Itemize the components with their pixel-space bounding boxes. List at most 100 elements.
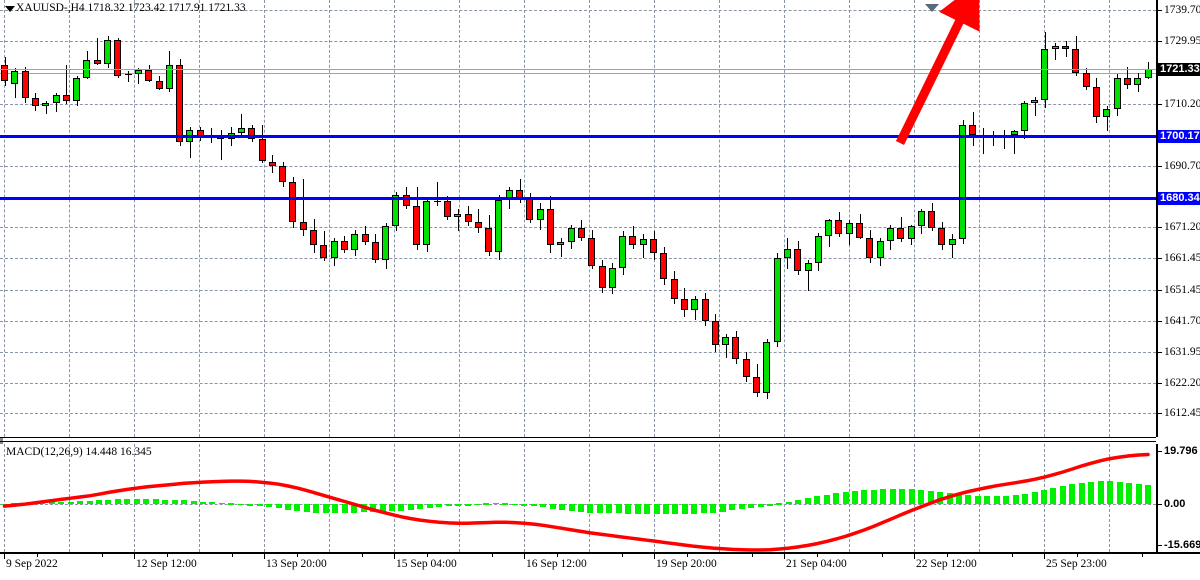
candle-body xyxy=(1082,72,1090,88)
macd-bar xyxy=(474,503,481,506)
macd-bar xyxy=(190,500,197,505)
candle-body xyxy=(42,102,50,107)
candle-body xyxy=(886,228,894,241)
candle-body xyxy=(907,226,915,240)
time-axis-label: 9 Sep 2022 xyxy=(6,558,58,570)
candle-body xyxy=(340,240,348,251)
candle-body xyxy=(464,213,472,222)
time-axis[interactable]: 9 Sep 2022 12 Sep 12:00 13 Sep 20:00 15 Sep… xyxy=(0,554,1200,580)
macd-bar xyxy=(615,504,622,514)
chart-object-marker-icon[interactable] xyxy=(925,4,939,12)
candle-wick xyxy=(726,334,727,358)
candle-body xyxy=(1113,77,1121,110)
macd-bar xyxy=(587,504,594,513)
price-axis-label: 1671.20 xyxy=(1164,221,1200,234)
macd-bar xyxy=(1126,482,1133,505)
macd-bar xyxy=(955,494,962,505)
candle-body xyxy=(526,197,534,221)
macd-bar xyxy=(133,499,140,505)
time-gridline xyxy=(524,0,525,437)
candle-wick xyxy=(1055,42,1056,61)
candle-body xyxy=(629,235,637,246)
macd-bar xyxy=(483,503,490,505)
candle-body xyxy=(423,201,431,246)
chevron-down-icon[interactable] xyxy=(5,6,15,12)
pane-separator-bottom xyxy=(0,441,1156,442)
macd-axis[interactable]: 19.796 0.00 -15.669 xyxy=(1156,444,1200,552)
macd-gridline xyxy=(589,444,590,552)
candle-body xyxy=(1031,99,1039,103)
macd-bar xyxy=(124,499,131,505)
macd-bar xyxy=(946,493,953,505)
macd-pane[interactable] xyxy=(0,444,1156,552)
macd-bar xyxy=(577,504,584,512)
candle-body xyxy=(722,337,730,346)
level-price-tag[interactable]: 1700.17 xyxy=(1158,129,1200,143)
macd-bar xyxy=(351,504,358,513)
time-tick-minor xyxy=(816,554,818,557)
candle-body xyxy=(237,128,245,133)
candle-wick xyxy=(952,234,953,259)
time-axis-label: 15 Sep 04:00 xyxy=(396,558,457,570)
macd-gridline xyxy=(849,444,850,552)
time-tick xyxy=(4,554,5,559)
time-tick-minor xyxy=(426,554,428,557)
time-tick-minor xyxy=(491,554,493,557)
time-tick-minor xyxy=(1011,554,1013,557)
macd-bar xyxy=(785,501,792,505)
candle-body xyxy=(104,39,112,64)
price-chart-pane[interactable] xyxy=(0,0,1156,437)
candle-wick xyxy=(56,93,57,113)
candle-wick xyxy=(241,114,242,138)
candle-wick xyxy=(190,126,191,159)
time-axis-label: 16 Sep 12:00 xyxy=(526,558,587,570)
macd-bar xyxy=(927,490,934,505)
macd-bar xyxy=(162,499,169,505)
candle-body xyxy=(21,71,29,99)
candle-body xyxy=(52,95,60,103)
time-tick xyxy=(1044,554,1045,559)
macd-bar xyxy=(965,495,972,505)
time-tick xyxy=(394,554,395,559)
time-tick-minor xyxy=(751,554,753,557)
macd-bar xyxy=(748,504,755,508)
macd-bar xyxy=(899,489,906,505)
candle-body xyxy=(165,64,173,89)
macd-bar xyxy=(218,502,225,505)
current-price-tag[interactable]: 1721.33 xyxy=(1158,62,1200,76)
candle-body xyxy=(588,237,596,266)
macd-bar xyxy=(738,504,745,510)
macd-bar xyxy=(918,489,925,505)
time-tick-minor xyxy=(166,554,168,557)
candle-wick xyxy=(1035,96,1036,116)
candle-body xyxy=(279,166,287,183)
macd-bar xyxy=(398,504,405,511)
macd-bar xyxy=(247,504,254,506)
macd-bar xyxy=(48,502,55,505)
candle-body xyxy=(176,64,184,143)
level-line[interactable] xyxy=(0,197,1156,201)
price-axis-label: 1622.20 xyxy=(1164,376,1200,389)
macd-bar xyxy=(625,504,632,514)
macd-bar xyxy=(152,499,159,505)
price-axis-label: 1729.95 xyxy=(1164,35,1200,48)
macd-bar xyxy=(388,504,395,512)
level-line[interactable] xyxy=(0,134,1156,138)
candle-body xyxy=(711,321,719,346)
candle-body xyxy=(845,223,853,235)
price-tick xyxy=(1158,382,1162,384)
macd-bar xyxy=(852,491,859,505)
candle-body xyxy=(145,69,153,81)
candle-wick xyxy=(128,71,129,83)
price-axis-label: 1690.70 xyxy=(1164,159,1200,172)
candle-body xyxy=(382,226,390,260)
macd-bar xyxy=(984,496,991,505)
time-gridline xyxy=(654,0,655,437)
candle-body xyxy=(1123,77,1131,86)
candle-body xyxy=(124,74,132,76)
level-price-tag[interactable]: 1680.34 xyxy=(1158,192,1200,206)
macd-bar xyxy=(644,504,651,515)
candle-wick xyxy=(437,182,438,206)
time-tick xyxy=(784,554,785,559)
time-gridline xyxy=(134,0,135,437)
